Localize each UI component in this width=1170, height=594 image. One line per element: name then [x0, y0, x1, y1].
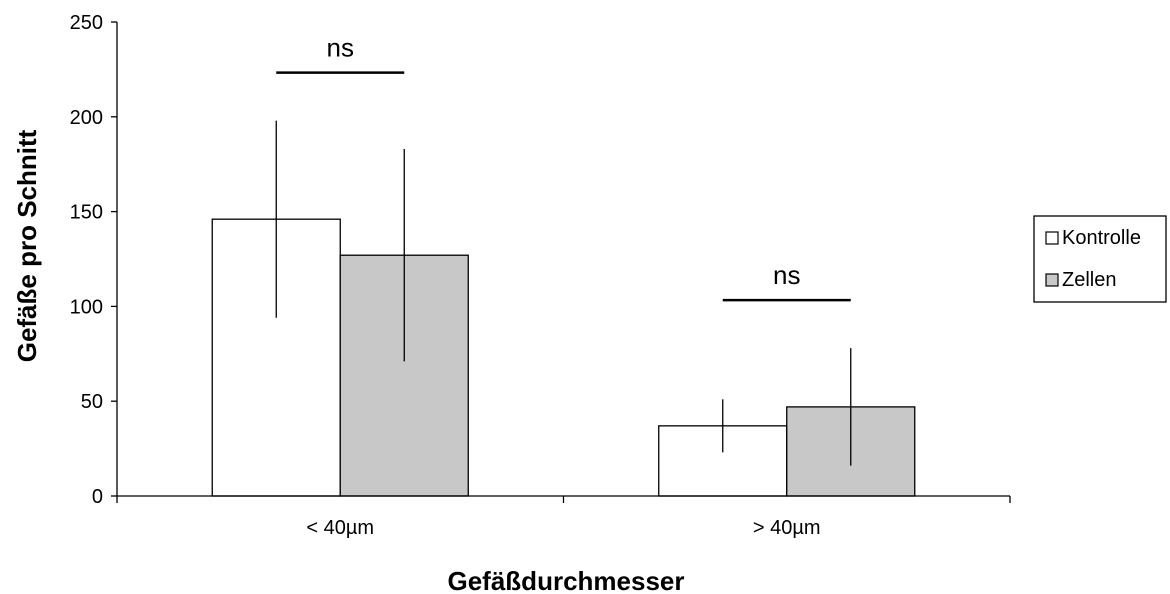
significance-annotations: ns ns	[276, 33, 851, 302]
error-bars	[275, 120, 852, 466]
legend-label-kontrolle: Kontrolle	[1062, 227, 1141, 249]
legend: Kontrolle Zellen	[1033, 215, 1167, 303]
axes	[116, 22, 1011, 503]
y-tick-label: 150	[70, 202, 103, 224]
y-tick-label: 250	[70, 12, 103, 34]
legend-label-zellen: Zellen	[1062, 269, 1116, 291]
y-axis-ticks: 0 50 100 150 200 250	[70, 12, 117, 508]
y-axis-title: Gefäße pro Schnitt	[12, 129, 42, 362]
legend-swatch-zellen	[1045, 273, 1059, 287]
x-axis-labels: < 40µm > 40µm	[306, 517, 820, 539]
x-axis-title: Gefäßdurchmesser	[448, 566, 685, 594]
y-tick-label: 200	[70, 107, 103, 129]
bars	[211, 218, 916, 497]
x-tick-label: < 40µm	[306, 517, 374, 539]
y-tick-label: 0	[92, 486, 103, 508]
x-tick-label: > 40µm	[753, 517, 821, 539]
legend-box	[1033, 215, 1167, 303]
y-tick-label: 100	[70, 296, 103, 318]
legend-swatch-kontrolle	[1045, 231, 1059, 245]
significance-label: ns	[327, 33, 354, 63]
significance-label: ns	[773, 260, 800, 290]
y-tick-label: 50	[81, 391, 103, 413]
